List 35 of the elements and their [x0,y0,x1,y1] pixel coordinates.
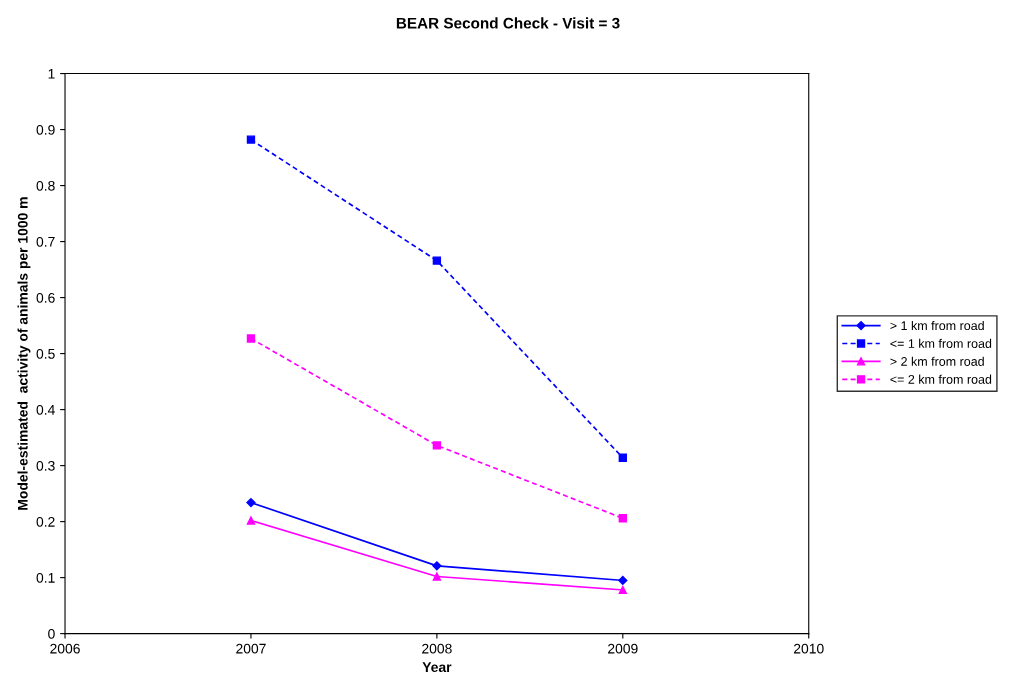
x-axis-title: Year [422,662,452,673]
y-tick-label: 0.1 [36,572,55,583]
y-tick-label: 0.4 [36,404,55,415]
y-tick-label: 0.7 [36,236,55,247]
y-axis-title: Model-estimated activity of animals per 1000 m [17,197,31,510]
y-tick-label: 0.5 [36,348,55,359]
point [618,514,627,523]
legend-label: > 1 km from road [890,320,984,331]
y-tick-label: 0.3 [36,460,55,471]
point [432,572,442,581]
y-tick-label: 0 [48,628,55,639]
legend-label: > 2 km from road [890,356,984,366]
y-tick-label: 0.9 [36,124,55,135]
x-tick-label: 2006 [50,643,80,654]
point [432,256,442,265]
y-tick-label: 0.6 [36,292,55,303]
point [246,497,256,508]
chart-title: BEAR Second Check - Visit = 3 [396,17,620,29]
legend-label: <= 2 km from road [890,374,992,384]
y-tick-label: 0.8 [36,180,55,191]
point [618,453,627,462]
x-tick-label: 2008 [422,643,452,654]
point [618,575,628,586]
point [246,516,256,525]
point [432,441,442,450]
x-tick-label: 2010 [793,643,824,654]
x-tick-label: 2007 [236,643,266,654]
point [618,585,627,595]
point [246,334,256,343]
point [246,135,256,144]
x-tick-label: 2009 [608,643,638,654]
legend-label: <= 1 km from road [890,338,992,348]
y-tick-label: 0.2 [36,516,55,527]
point [432,561,442,571]
y-tick-label: 1 [48,69,55,79]
